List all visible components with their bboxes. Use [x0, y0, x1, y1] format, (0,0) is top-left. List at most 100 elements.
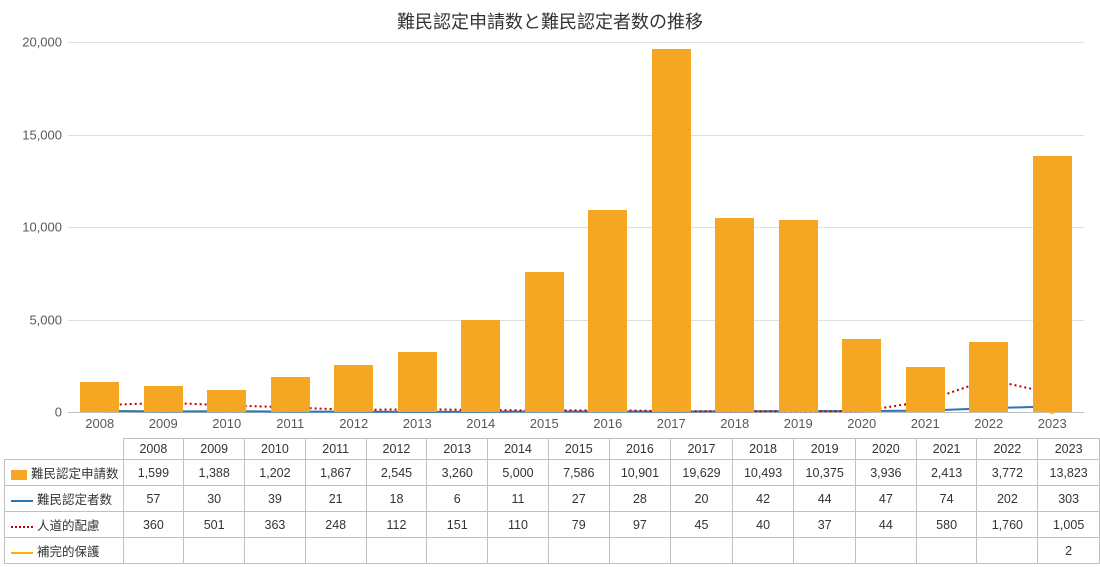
table-cell: 47: [855, 486, 916, 512]
bar: [144, 386, 183, 412]
x-tick-label: 2022: [974, 412, 1003, 431]
x-tick-label: 2019: [784, 412, 813, 431]
legend-swatch: [11, 552, 33, 554]
table-cell: 1,388: [184, 460, 245, 486]
table-header-cell: 2018: [732, 439, 794, 460]
y-tick-label: 5,000: [29, 312, 68, 327]
bar: [207, 390, 246, 412]
y-tick-label: 0: [55, 405, 68, 420]
table-cell: 1,599: [123, 460, 184, 486]
table-cell: 28: [609, 486, 671, 512]
bar: [588, 210, 627, 412]
table-header-cell: 2013: [427, 439, 488, 460]
x-tick-label: 2015: [530, 412, 559, 431]
table-header-cell: 2008: [123, 439, 184, 460]
table-legend-cell: 難民認定者数: [5, 486, 124, 512]
legend-label: 人道的配慮: [37, 519, 100, 533]
table-header-cell: 2019: [794, 439, 856, 460]
table-header-cell: 2021: [916, 439, 977, 460]
chart-root: 難民認定申請数と難民認定者数の推移 05,00010,00015,00020,0…: [0, 0, 1100, 567]
gridline: [68, 42, 1084, 43]
table-header-cell: 2015: [548, 439, 609, 460]
table-header-cell: 2014: [488, 439, 549, 460]
table-cell: 45: [671, 512, 733, 538]
table-cell: 363: [245, 512, 306, 538]
legend-label: 難民認定者数: [37, 493, 112, 507]
legend-label: 補完的保護: [37, 545, 100, 559]
table-legend-cell: 難民認定申請数: [5, 460, 124, 486]
table-cell: 3,936: [855, 460, 916, 486]
table-cell: 501: [184, 512, 245, 538]
gridline: [68, 227, 1084, 228]
table-cell: 97: [609, 512, 671, 538]
bar: [461, 320, 500, 413]
table-cell: 151: [427, 512, 488, 538]
bar: [398, 352, 437, 412]
table-cell: 37: [794, 512, 856, 538]
table-cell: [488, 538, 549, 564]
table-cell: [855, 538, 916, 564]
bar: [525, 272, 564, 412]
table-cell: 79: [548, 512, 609, 538]
chart-title: 難民認定申請数と難民認定者数の推移: [0, 8, 1100, 34]
gridline: [68, 135, 1084, 136]
table-cell: 580: [916, 512, 977, 538]
bar: [1033, 156, 1072, 412]
bar: [842, 339, 881, 412]
table-cell: 30: [184, 486, 245, 512]
table-cell: 42: [732, 486, 794, 512]
table-cell: 18: [366, 486, 427, 512]
table-cell: [916, 538, 977, 564]
legend-swatch: [11, 500, 33, 502]
x-tick-label: 2010: [212, 412, 241, 431]
table-cell: 3,260: [427, 460, 488, 486]
table-header-cell: 2020: [855, 439, 916, 460]
table-cell: 27: [548, 486, 609, 512]
table-legend-cell: 人道的配慮: [5, 512, 124, 538]
table-header-cell: 2009: [184, 439, 245, 460]
bar: [969, 342, 1008, 412]
table-cell: 39: [245, 486, 306, 512]
table-header-cell: 2022: [977, 439, 1038, 460]
table-cell: [732, 538, 794, 564]
table-cell: 44: [855, 512, 916, 538]
table-cell: [366, 538, 427, 564]
table-cell: 10,901: [609, 460, 671, 486]
x-tick-label: 2008: [85, 412, 114, 431]
table-cell: 74: [916, 486, 977, 512]
table-cell: 110: [488, 512, 549, 538]
legend-swatch: [11, 526, 33, 528]
y-tick-label: 10,000: [22, 220, 68, 235]
table-cell: [305, 538, 366, 564]
x-tick-label: 2011: [276, 412, 304, 431]
table-row: 難民認定者数573039211861127282042444774202303: [5, 486, 1100, 512]
x-tick-label: 2016: [593, 412, 622, 431]
table-cell: 1,760: [977, 512, 1038, 538]
table-cell: 2,545: [366, 460, 427, 486]
bar: [271, 377, 310, 412]
table-cell: 2: [1038, 538, 1100, 564]
table-cell: 112: [366, 512, 427, 538]
data-table: 2008200920102011201220132014201520162017…: [4, 438, 1100, 564]
table-cell: 20: [671, 486, 733, 512]
table-cell: 57: [123, 486, 184, 512]
table-header-cell: 2011: [305, 439, 366, 460]
table-cell: 44: [794, 486, 856, 512]
table-cell: 10,375: [794, 460, 856, 486]
y-tick-label: 15,000: [22, 127, 68, 142]
table-cell: [671, 538, 733, 564]
table-cell: [184, 538, 245, 564]
x-tick-label: 2013: [403, 412, 432, 431]
table-cell: [609, 538, 671, 564]
legend-swatch: [11, 470, 27, 480]
x-tick-label: 2014: [466, 412, 495, 431]
x-tick-label: 2020: [847, 412, 876, 431]
table-cell: 3,772: [977, 460, 1038, 486]
table-cell: 248: [305, 512, 366, 538]
plot-area: 05,00010,00015,00020,0002008200920102011…: [68, 42, 1084, 413]
table-cell: 2,413: [916, 460, 977, 486]
table-header-cell: 2012: [366, 439, 427, 460]
table-cell: 1,867: [305, 460, 366, 486]
table-cell: 1,005: [1038, 512, 1100, 538]
table-cell: [794, 538, 856, 564]
